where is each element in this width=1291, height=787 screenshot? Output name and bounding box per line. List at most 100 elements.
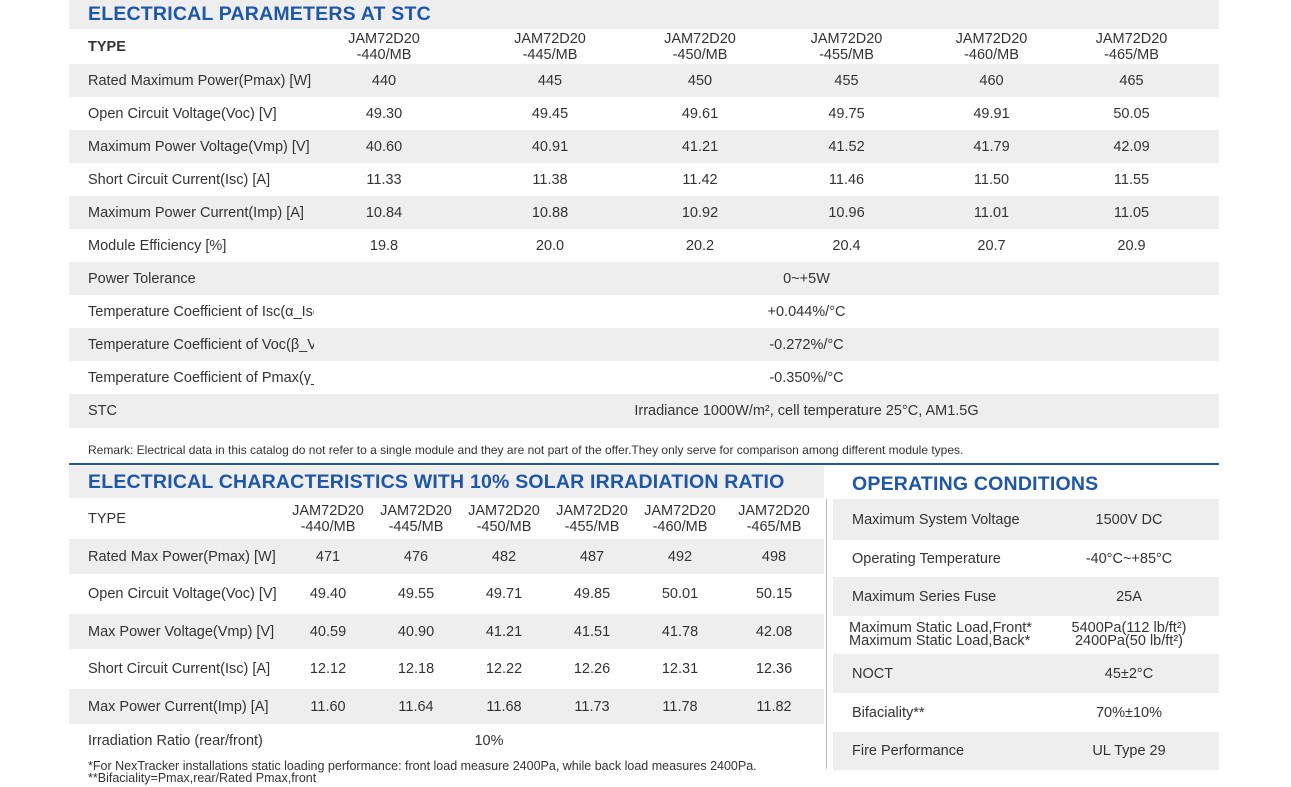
cell-value: 20.9 (1117, 237, 1146, 254)
cell-value: 492 (636, 539, 724, 574)
row-label: Max Power Voltage(Vmp) [V] (69, 614, 284, 649)
cell-value: -40°C~+85°C (1085, 550, 1173, 567)
cell-value: 5400Pa(112 lb/ft²) 2400Pa(50 lb/ft²) (1039, 616, 1219, 654)
static-load-front-label: Maximum Static Load,Front* (849, 620, 1032, 636)
op-row-noct: NOCT 45±2°C (833, 654, 1219, 693)
irr-footnote-load: *For NexTracker installations static loa… (88, 759, 757, 773)
irr-model-460: JAM72D20 -460/MB (644, 503, 716, 535)
cell-value: 471 (284, 539, 372, 574)
cell-value: 20.7 (977, 237, 1006, 254)
cell-value: 41.21 (646, 130, 754, 163)
section-divider (69, 463, 1219, 465)
cell-value: 455 (754, 64, 939, 97)
cell-value: 19.8 (369, 237, 399, 254)
cell-value: +0.044%/°C (767, 303, 846, 320)
cell-value: -0.350%/°C (769, 369, 844, 386)
op-row-max-voltage: Maximum System Voltage 1500V DC (833, 499, 1219, 540)
cell-value: 41.21 (460, 614, 548, 649)
cell-value: 10.96 (754, 196, 939, 229)
stc-model-455: JAM72D20 -455/MB (810, 31, 883, 63)
stc-remark: Remark: Electrical data in this catalog … (88, 443, 964, 457)
cell-value: 50.15 (755, 586, 793, 602)
row-label: Max Power Current(Imp) [A] (69, 689, 284, 724)
cell-value: Irradiance 1000W/m², cell temperature 25… (314, 394, 1219, 428)
op-row-static-load: Maximum Static Load,Front* Maximum Stati… (833, 616, 1219, 654)
row-label: Temperature Coefficient of Isc(α_Isc) (88, 303, 314, 320)
row-label: Open Circuit Voltage(Voc) [V] (88, 586, 277, 602)
cell-value: 10.92 (646, 196, 754, 229)
irr-row-imp: Max Power Current(Imp) [A] 11.60 11.64 1… (69, 689, 824, 724)
cell-value: 11.64 (372, 689, 460, 724)
cell-value: 20.0 (535, 237, 565, 254)
row-label: Rated Max Power(Pmax) [W] (69, 539, 284, 574)
cell-value: 12.26 (573, 661, 611, 677)
cell-value: 49.75 (828, 105, 865, 122)
stc-row-temp-coef-voc: Temperature Coefficient of Voc(β_Voc) -0… (69, 328, 1219, 361)
cell-value: 42.08 (724, 614, 824, 649)
row-label: Maximum Static Load,Front* Maximum Stati… (833, 616, 1039, 654)
row-label: Maximum Power Voltage(Vmp) [V] (69, 130, 314, 163)
stc-row-temp-coef-isc: Temperature Coefficient of Isc(α_Isc) +0… (69, 295, 1219, 328)
row-label: Short Circuit Current(Isc) [A] (88, 661, 271, 677)
cell-value: 49.45 (531, 105, 569, 122)
row-label: STC (69, 394, 314, 428)
cell-value: 11.01 (939, 196, 1044, 229)
cell-value: 11.38 (532, 171, 568, 188)
cell-value: 11.82 (724, 689, 824, 724)
cell-value: -0.272%/°C (314, 328, 1219, 361)
cell-value: 498 (724, 539, 824, 574)
row-label: Irradiation Ratio (rear/front) (88, 733, 263, 749)
cell-value: 476 (372, 539, 460, 574)
irr-footnote-bifaciality: **Bifaciality=Pmax,rear/Rated Pmax,front (88, 771, 317, 785)
stc-row-stc-conditions: STC Irradiance 1000W/m², cell temperatur… (69, 394, 1219, 428)
irr-model-445: JAM72D20 -445/MB (380, 503, 452, 535)
stc-model-450: JAM72D20 -450/MB (664, 31, 736, 63)
row-label: Module Efficiency [%] (88, 237, 227, 254)
stc-row-isc: Short Circuit Current(Isc) [A] 11.33 11.… (69, 163, 1219, 196)
stc-model-445: JAM72D20 -445/MB (514, 31, 586, 63)
irr-row-ratio: Irradiation Ratio (rear/front) 10% (69, 724, 824, 758)
cell-value: 49.61 (681, 105, 719, 122)
cell-value: 460 (939, 64, 1044, 97)
stc-type-label: TYPE (88, 39, 126, 55)
cell-value: 0~+5W (314, 262, 1219, 295)
row-label: Temperature Coefficient of Voc(β_Voc) (69, 328, 314, 361)
static-load-back-value: 2400Pa(50 lb/ft²) (1074, 633, 1183, 649)
row-label: Maximum Series Fuse (833, 577, 1039, 616)
cell-value: 41.51 (548, 614, 636, 649)
row-label: Maximum System Voltage (833, 499, 1039, 540)
cell-value: 10.88 (454, 196, 646, 229)
stc-header-row: TYPE JAM72D20 -440/MB JAM72D20 -445/MB JAM… (69, 30, 1219, 64)
cell-value: 42.09 (1044, 130, 1219, 163)
row-label: Power Tolerance (69, 262, 314, 295)
irr-row-isc: Short Circuit Current(Isc) [A] 12.12 12.… (69, 649, 824, 689)
cell-value: 445 (454, 64, 646, 97)
cell-value: 12.36 (755, 661, 793, 677)
stc-table: TYPE JAM72D20 -440/MB JAM72D20 -445/MB JAM… (69, 30, 1219, 428)
row-label: Fire Performance (833, 732, 1039, 770)
irr-model-440: JAM72D20 -440/MB (292, 503, 364, 535)
irr-model-465: JAM72D20 -465/MB (738, 503, 810, 535)
cell-value: 11.68 (460, 689, 548, 724)
cell-value: 45±2°C (1039, 654, 1219, 693)
op-row-fire-performance: Fire Performance UL Type 29 (833, 732, 1219, 770)
cell-value: 11.42 (682, 171, 718, 188)
cell-value: 41.79 (939, 130, 1044, 163)
cell-value: 11.05 (1044, 196, 1219, 229)
cell-value: 41.52 (754, 130, 939, 163)
cell-value: 11.60 (284, 689, 372, 724)
row-label: NOCT (833, 654, 1039, 693)
cell-value: 12.22 (485, 661, 523, 677)
op-section-title: OPERATING CONDITIONS (852, 473, 1099, 495)
cell-value: UL Type 29 (1039, 732, 1219, 770)
cell-value: 50.05 (1113, 105, 1150, 122)
irr-row-pmax: Rated Max Power(Pmax) [W] 471 476 482 48… (69, 539, 824, 574)
stc-row-imp: Maximum Power Current(Imp) [A] 10.84 10.… (69, 196, 1219, 229)
row-label: Rated Maximum Power(Pmax) [W] (69, 64, 314, 97)
cell-value: 450 (646, 64, 754, 97)
stc-row-temp-coef-pmax: Temperature Coefficient of Pmax(γ_Pmp) -… (69, 361, 1219, 394)
cell-value: 482 (460, 539, 548, 574)
irr-row-vmp: Max Power Voltage(Vmp) [V] 40.59 40.90 4… (69, 614, 824, 649)
cell-value: 440 (314, 64, 454, 97)
cell-value: 11.73 (548, 689, 636, 724)
